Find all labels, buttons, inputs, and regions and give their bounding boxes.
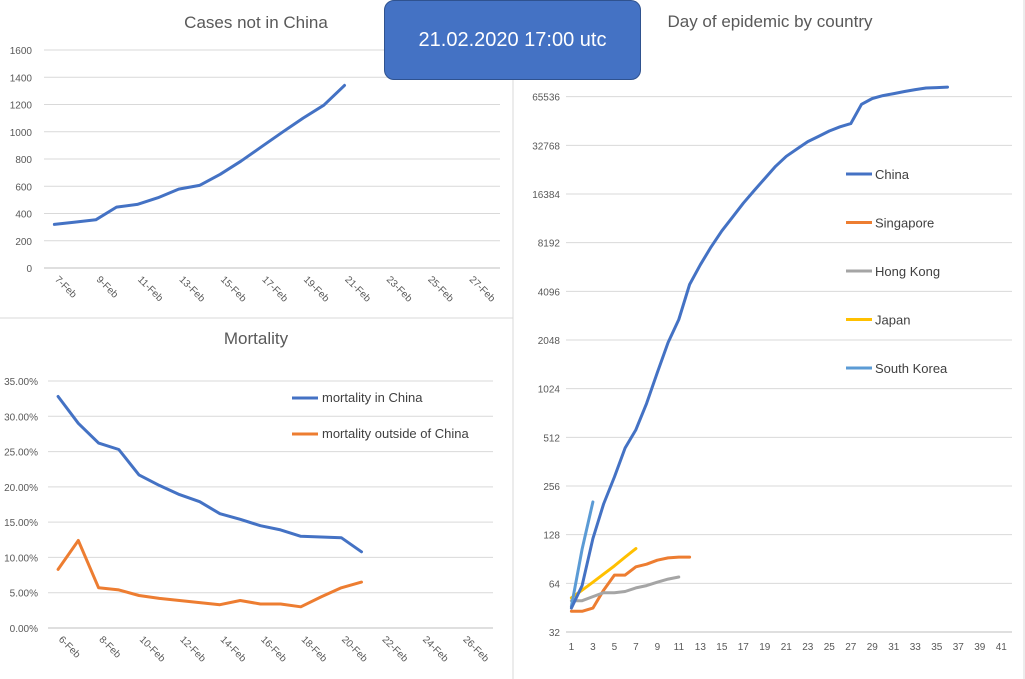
epidemic-y-tick-label: 8192 [538, 239, 561, 250]
mortality-x-tick-label: 24-Feb [420, 634, 450, 664]
timestamp-banner: 21.02.2020 17:00 utc [384, 0, 641, 80]
mortality-x-tick-label: 20-Feb [339, 634, 369, 664]
epidemic-y-tick-label: 128 [543, 531, 560, 542]
epidemic-x-tick-label: 15 [716, 642, 728, 653]
epidemic-x-tick-label: 5 [612, 642, 618, 653]
epidemic-y-tick-label: 32 [549, 628, 561, 639]
mortality-y-tick-label: 10.00% [4, 553, 38, 564]
epidemic-legend-label-1: China [875, 167, 910, 182]
epidemic-x-tick-label: 37 [953, 642, 965, 653]
cases-x-tick-label: 27-Feb [467, 274, 497, 304]
mortality-series-line-1 [56, 395, 363, 554]
epidemic-x-tick-label: 27 [845, 642, 857, 653]
mortality-y-tick-label: 15.00% [4, 518, 38, 529]
mortality-legend-label-1: mortality in China [322, 390, 423, 405]
epidemic-x-tick-label: 29 [867, 642, 879, 653]
cases-y-tick-label: 800 [15, 155, 32, 166]
cases-x-tick-label: 13-Feb [177, 274, 207, 304]
epidemic-y-tick-label: 65536 [532, 93, 560, 104]
epidemic-x-tick-label: 19 [759, 642, 771, 653]
epidemic-y-tick-label: 512 [543, 433, 560, 444]
epidemic-x-tick-label: 1 [569, 642, 575, 653]
epidemic-x-tick-label: 39 [974, 642, 986, 653]
cases-x-tick-label: 15-Feb [218, 274, 248, 304]
cases-x-tick-label: 19-Feb [301, 274, 331, 304]
epidemic-x-tick-label: 35 [931, 642, 943, 653]
mortality-chart-title: Mortality [224, 329, 289, 348]
epidemic-x-tick-label: 23 [802, 642, 814, 653]
mortality-series-line-2 [56, 539, 363, 609]
epidemic-series-line-1 [569, 85, 949, 610]
cases-y-tick-label: 200 [15, 237, 32, 248]
epidemic-series-line-5 [569, 500, 595, 608]
cases-series-line [52, 83, 346, 226]
mortality-x-tick-label: 12-Feb [177, 634, 207, 664]
epidemic-y-tick-label: 16384 [532, 190, 560, 201]
cases-y-tick-label: 600 [15, 182, 32, 193]
timestamp-text: 21.02.2020 17:00 utc [418, 28, 607, 51]
epidemic-legend-label-2: Singapore [875, 216, 934, 231]
epidemic-x-tick-label: 21 [781, 642, 793, 653]
mortality-x-tick-label: 22-Feb [380, 634, 410, 664]
cases-x-tick-label: 25-Feb [425, 274, 455, 304]
epidemic-x-tick-label: 9 [655, 642, 661, 653]
mortality-chart: 0.00% 5.00% 10.00% 15.00% 20.00% 25.00% 30.00%… [4, 377, 493, 665]
epidemic-x-tick-label: 7 [633, 642, 639, 653]
cases-y-tick-label: 1000 [10, 128, 33, 139]
cases-y-tick-label: 0 [26, 264, 32, 275]
epidemic-chart: 32 64 128 256 512 1024 2048 4096 8192 16384 32768 6… [532, 85, 1012, 653]
cases-x-tick-label: 17-Feb [260, 274, 290, 304]
cases-x-tick-label: 7-Feb [52, 274, 79, 301]
mortality-x-tick-label: 10-Feb [137, 634, 167, 664]
epidemic-y-tick-label: 2048 [538, 336, 561, 347]
epidemic-y-tick-label: 1024 [538, 385, 561, 396]
mortality-y-tick-label: 20.00% [4, 483, 38, 494]
epidemic-x-tick-label: 33 [910, 642, 922, 653]
mortality-y-tick-label: 0.00% [10, 624, 38, 635]
cases-x-tick-label: 23-Feb [384, 274, 414, 304]
cases-y-tick-label: 400 [15, 210, 32, 221]
mortality-y-tick-label: 5.00% [10, 589, 38, 600]
epidemic-y-tick-label: 32768 [532, 141, 560, 152]
epidemic-y-tick-label: 4096 [538, 287, 561, 298]
mortality-x-tick-label: 26-Feb [461, 634, 491, 664]
epidemic-x-tick-label: 25 [824, 642, 836, 653]
cases-y-tick-label: 1200 [10, 101, 33, 112]
mortality-x-tick-label: 18-Feb [299, 634, 329, 664]
mortality-y-tick-label: 25.00% [4, 448, 38, 459]
mortality-y-tick-label: 35.00% [4, 377, 38, 388]
mortality-y-tick-label: 30.00% [4, 412, 38, 423]
epidemic-chart-title: Day of epidemic by country [667, 12, 873, 31]
mortality-x-tick-label: 6-Feb [56, 634, 83, 661]
epidemic-legend-label-3: Hong Kong [875, 264, 940, 279]
epidemic-x-tick-label: 13 [695, 642, 707, 653]
epidemic-series-line-2 [569, 555, 692, 613]
epidemic-x-tick-label: 17 [738, 642, 750, 653]
cases-chart: 0 200 400 600 800 1000 1200 1400 1600 7-Feb 9-Feb 1… [10, 46, 500, 305]
epidemic-x-tick-label: 41 [996, 642, 1008, 653]
epidemic-series-line-4 [569, 547, 638, 600]
epidemic-legend-label-4: Japan [875, 313, 910, 328]
epidemic-legend-label-5: South Korea [875, 361, 948, 376]
mortality-x-tick-label: 16-Feb [258, 634, 288, 664]
cases-x-tick-label: 9-Feb [94, 274, 121, 301]
cases-chart-title: Cases not in China [184, 13, 328, 32]
epidemic-x-tick-label: 3 [590, 642, 596, 653]
epidemic-x-tick-label: 31 [888, 642, 900, 653]
cases-x-tick-label: 11-Feb [135, 274, 165, 304]
mortality-x-tick-label: 14-Feb [218, 634, 248, 664]
mortality-x-tick-label: 8-Feb [96, 634, 123, 661]
epidemic-x-tick-label: 11 [674, 642, 685, 653]
cases-x-tick-label: 21-Feb [342, 274, 372, 304]
epidemic-y-tick-label: 64 [549, 579, 561, 590]
epidemic-series-line-3 [569, 575, 681, 603]
cases-y-tick-label: 1400 [10, 73, 33, 84]
mortality-legend-label-2: mortality outside of China [322, 426, 469, 441]
epidemic-y-tick-label: 256 [543, 482, 560, 493]
cases-y-tick-label: 1600 [10, 46, 33, 57]
